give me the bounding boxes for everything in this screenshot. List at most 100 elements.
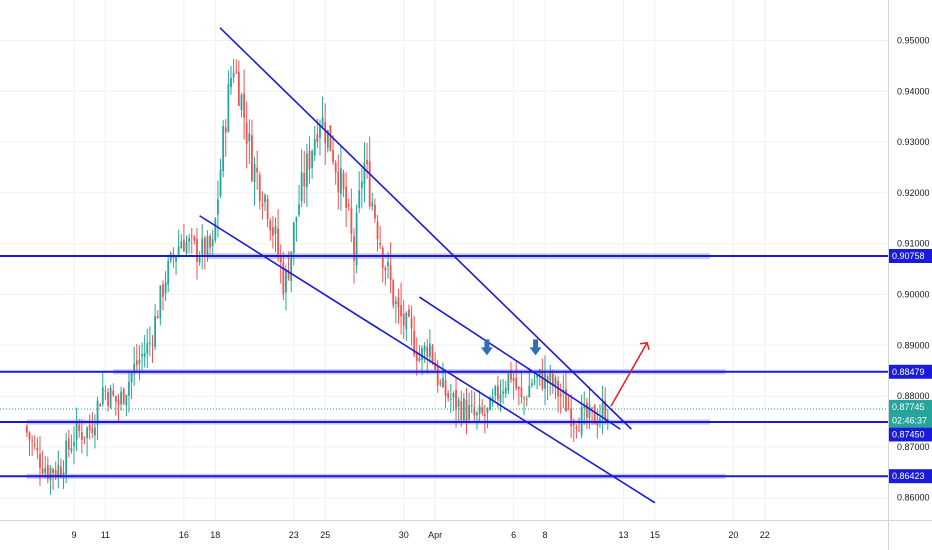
candle-body	[591, 407, 593, 409]
candle-body	[334, 162, 337, 173]
candle-body	[80, 431, 83, 440]
candle-body	[94, 427, 96, 436]
date-tick-label: 18	[210, 530, 220, 540]
candle-body	[39, 453, 41, 469]
candle-body	[206, 236, 209, 256]
candle-body	[340, 168, 342, 195]
candle-body	[292, 222, 295, 254]
candle-body	[253, 164, 256, 183]
candle-body	[313, 138, 316, 156]
candle-body	[394, 301, 397, 304]
date-tick-label: 6	[511, 530, 516, 540]
candle-body	[436, 366, 439, 386]
candle-body	[525, 399, 528, 401]
price-badge	[889, 413, 932, 428]
projection-arrow-line[interactable]	[610, 342, 648, 407]
candle-body	[434, 363, 436, 370]
candle-body	[402, 313, 405, 326]
candle-body	[256, 167, 259, 173]
candle-body	[104, 390, 107, 392]
candle-body	[533, 380, 536, 382]
candle-body	[235, 71, 238, 73]
candle-body	[476, 412, 478, 416]
candle-body	[353, 236, 355, 261]
time-axis[interactable]: 9 11 16 18 23 25 30 Apr 6 8 13 15 20 22	[71, 530, 769, 540]
candle-body	[329, 125, 332, 151]
candle-body	[559, 394, 562, 397]
candle-body	[120, 391, 122, 405]
candle-body	[599, 418, 601, 424]
arrow-down-icon[interactable]	[529, 339, 542, 356]
candle-body	[112, 390, 115, 396]
candle-body	[551, 373, 554, 387]
candle-body	[360, 181, 363, 189]
candle-body	[601, 402, 604, 417]
price-tick-label: 0.86000	[897, 493, 930, 503]
candle-body	[447, 393, 450, 399]
candlestick-series	[26, 58, 609, 495]
candle-body	[549, 371, 552, 381]
candle-body	[347, 204, 350, 207]
candle-body	[295, 216, 298, 223]
candle-body	[337, 171, 340, 193]
candle-body	[462, 398, 465, 421]
annotations[interactable]	[480, 339, 650, 407]
candle-body	[452, 393, 455, 398]
price-badge-label: 0.87450	[892, 429, 925, 439]
candle-body	[274, 226, 277, 234]
date-tick-label: 16	[179, 530, 189, 540]
price-axis[interactable]: 0.95000 0.94000 0.93000 0.92000 0.91000 0.900…	[897, 36, 930, 503]
candle-body	[203, 237, 206, 257]
candle-body	[185, 241, 188, 253]
candle-body	[101, 387, 104, 405]
candle-body	[279, 255, 282, 263]
candle-body	[224, 127, 227, 133]
candle-body	[580, 407, 583, 435]
candle-body	[470, 405, 473, 407]
candle-body	[604, 400, 607, 421]
candle-body	[442, 377, 444, 387]
candle-body	[515, 377, 518, 389]
candle-body	[528, 385, 531, 398]
price-tick-label: 0.89000	[897, 340, 930, 350]
price-tick-label: 0.90000	[897, 290, 930, 300]
candle-body	[374, 204, 376, 219]
trend-line[interactable]	[199, 215, 656, 504]
candle-body	[70, 448, 73, 452]
candle-body	[397, 297, 400, 308]
arrow-up-right-icon[interactable]	[639, 341, 650, 350]
candle-body	[379, 243, 382, 245]
candle-body	[209, 236, 211, 248]
trend-line[interactable]	[219, 27, 632, 430]
candle-body	[180, 241, 183, 249]
arrow-down-icon[interactable]	[480, 339, 493, 356]
candle-body	[444, 380, 447, 397]
trend-lines[interactable]	[199, 27, 656, 504]
candle-body	[33, 444, 36, 446]
price-tick-label: 0.93000	[897, 137, 930, 147]
candle-body	[371, 202, 374, 207]
candle-body	[596, 422, 599, 426]
candle-body	[287, 270, 290, 280]
candle-body	[232, 73, 235, 78]
candle-body	[510, 370, 512, 380]
candle-body	[52, 468, 54, 473]
price-badge	[889, 427, 932, 442]
candle-body	[26, 426, 28, 433]
candle-body	[269, 220, 272, 231]
price-badge	[889, 248, 932, 263]
candle-body	[78, 424, 81, 432]
candle-body	[75, 421, 78, 440]
candle-body	[143, 352, 146, 358]
trend-line[interactable]	[418, 296, 621, 430]
candle-body	[305, 153, 308, 188]
candle-body	[460, 401, 463, 421]
price-badge-label: 02:46:37	[892, 415, 927, 425]
price-badge-label: 0.87745	[892, 402, 925, 412]
candle-body	[99, 404, 102, 407]
horizontal-levels[interactable]	[0, 254, 888, 478]
candle-body	[237, 71, 240, 106]
candle-body	[36, 447, 39, 451]
candle-body	[316, 134, 319, 143]
